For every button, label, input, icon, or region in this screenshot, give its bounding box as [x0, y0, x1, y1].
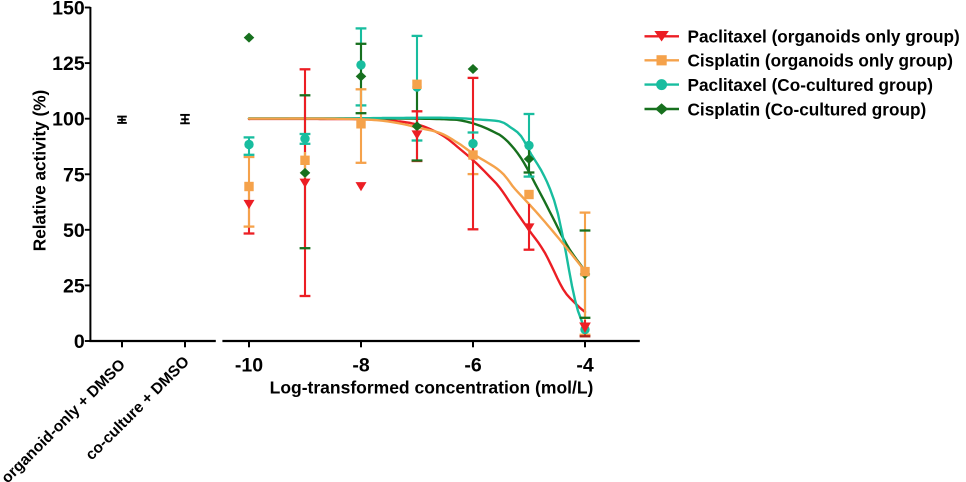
svg-text:25: 25	[63, 275, 85, 297]
svg-text:-10: -10	[235, 355, 263, 377]
svg-text:Relative activity (%): Relative activity (%)	[30, 90, 50, 251]
svg-text:Cisplatin (Co-cultured group): Cisplatin (Co-cultured group)	[688, 99, 927, 119]
svg-text:Log-transformed concentration: Log-transformed concentration (mol/L)	[270, 378, 594, 398]
svg-text:75: 75	[63, 164, 85, 186]
svg-text:-8: -8	[352, 355, 369, 377]
svg-text:organoid-only + DMSO: organoid-only + DMSO	[0, 356, 129, 482]
svg-text:0: 0	[74, 331, 85, 353]
svg-text:50: 50	[63, 220, 85, 242]
svg-text:-4: -4	[576, 355, 593, 377]
svg-text:Paclitaxel (organoids only gro: Paclitaxel (organoids only group)	[688, 27, 960, 47]
svg-text:Paclitaxel (Co-cultured group): Paclitaxel (Co-cultured group)	[688, 75, 933, 95]
svg-text:co-culture + DMSO: co-culture + DMSO	[82, 353, 192, 463]
svg-text:100: 100	[52, 109, 85, 131]
svg-text:-6: -6	[464, 355, 481, 377]
svg-text:Cisplatin (organoids only grou: Cisplatin (organoids only group)	[688, 51, 953, 71]
svg-text:150: 150	[52, 0, 85, 20]
svg-text:125: 125	[52, 53, 85, 75]
